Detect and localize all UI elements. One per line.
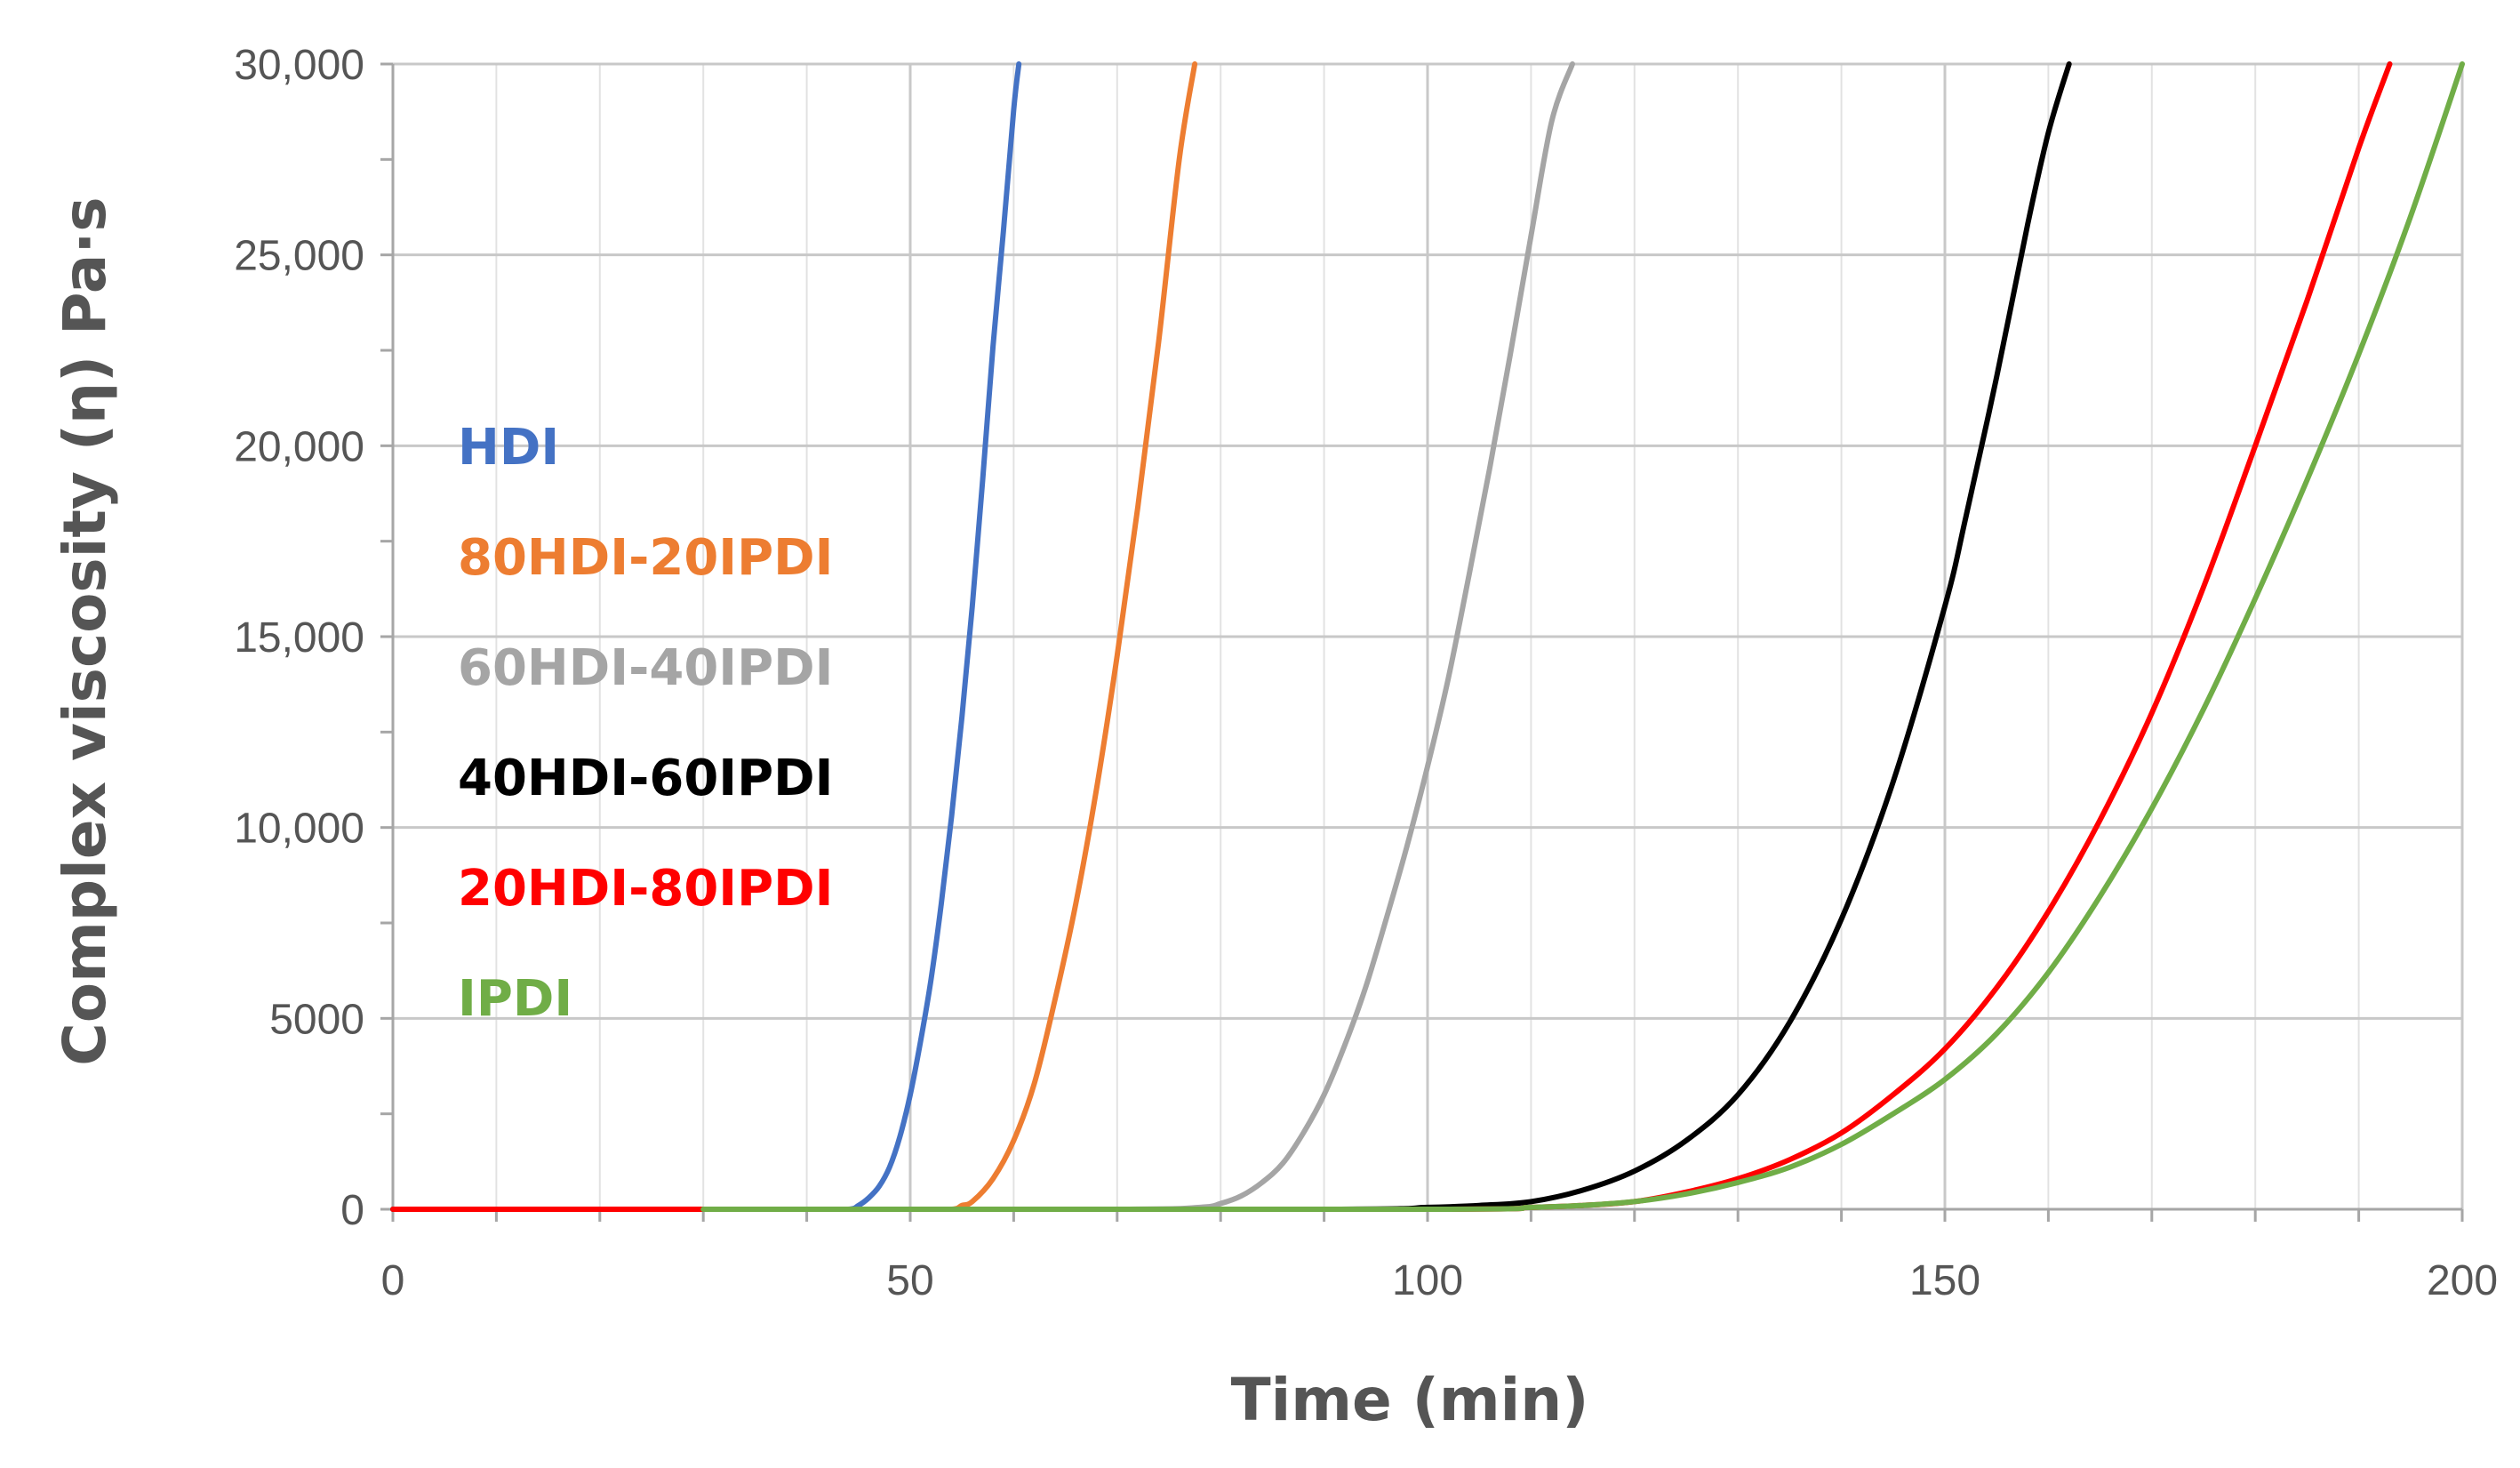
legend-label-20hdi-80ipdi: 20HDI-80IPDI	[458, 860, 834, 918]
legend: HDI 80HDI-20IPDI 60HDI-40IPDI 40HDI-60IPDI 2…	[458, 419, 834, 1028]
y-tick-label: 15,000	[234, 614, 364, 662]
legend-label-hdi: HDI	[458, 419, 559, 477]
series-line-ipdi	[700, 61, 2465, 1213]
y-tick-label: 0	[340, 1187, 364, 1234]
y-tick-label: 25,000	[234, 233, 364, 280]
legend-label-40hdi-60ipdi: 40HDI-60IPDI	[458, 750, 834, 807]
series-lines	[390, 61, 2465, 1213]
tick-labels: 0 5000 10,000 15,000 20,000 25,000 30,000 0 50 10…	[234, 42, 2498, 1304]
x-tick-label: 100	[1392, 1257, 1463, 1304]
legend-label-80hdi-20ipdi: 80HDI-20IPDI	[458, 529, 834, 587]
legend-label-ipdi: IPDI	[458, 970, 572, 1028]
y-tick-label: 30,000	[234, 42, 364, 89]
x-tick-label: 200	[2427, 1257, 2498, 1304]
legend-label-60hdi-40ipdi: 60HDI-40IPDI	[458, 639, 834, 697]
x-tick-label: 150	[1909, 1257, 1980, 1304]
y-tick-label: 5000	[269, 996, 364, 1043]
y-tick-label: 20,000	[234, 423, 364, 470]
x-tick-label: 50	[886, 1257, 933, 1304]
y-axis-title: Complex viscosity (η) Pa·s	[51, 197, 119, 1065]
y-tick-label: 10,000	[234, 806, 364, 853]
x-tick-label: 0	[381, 1257, 405, 1304]
gridlines	[393, 62, 2464, 1209]
x-axis-title: Time (min)	[1231, 1366, 1589, 1434]
